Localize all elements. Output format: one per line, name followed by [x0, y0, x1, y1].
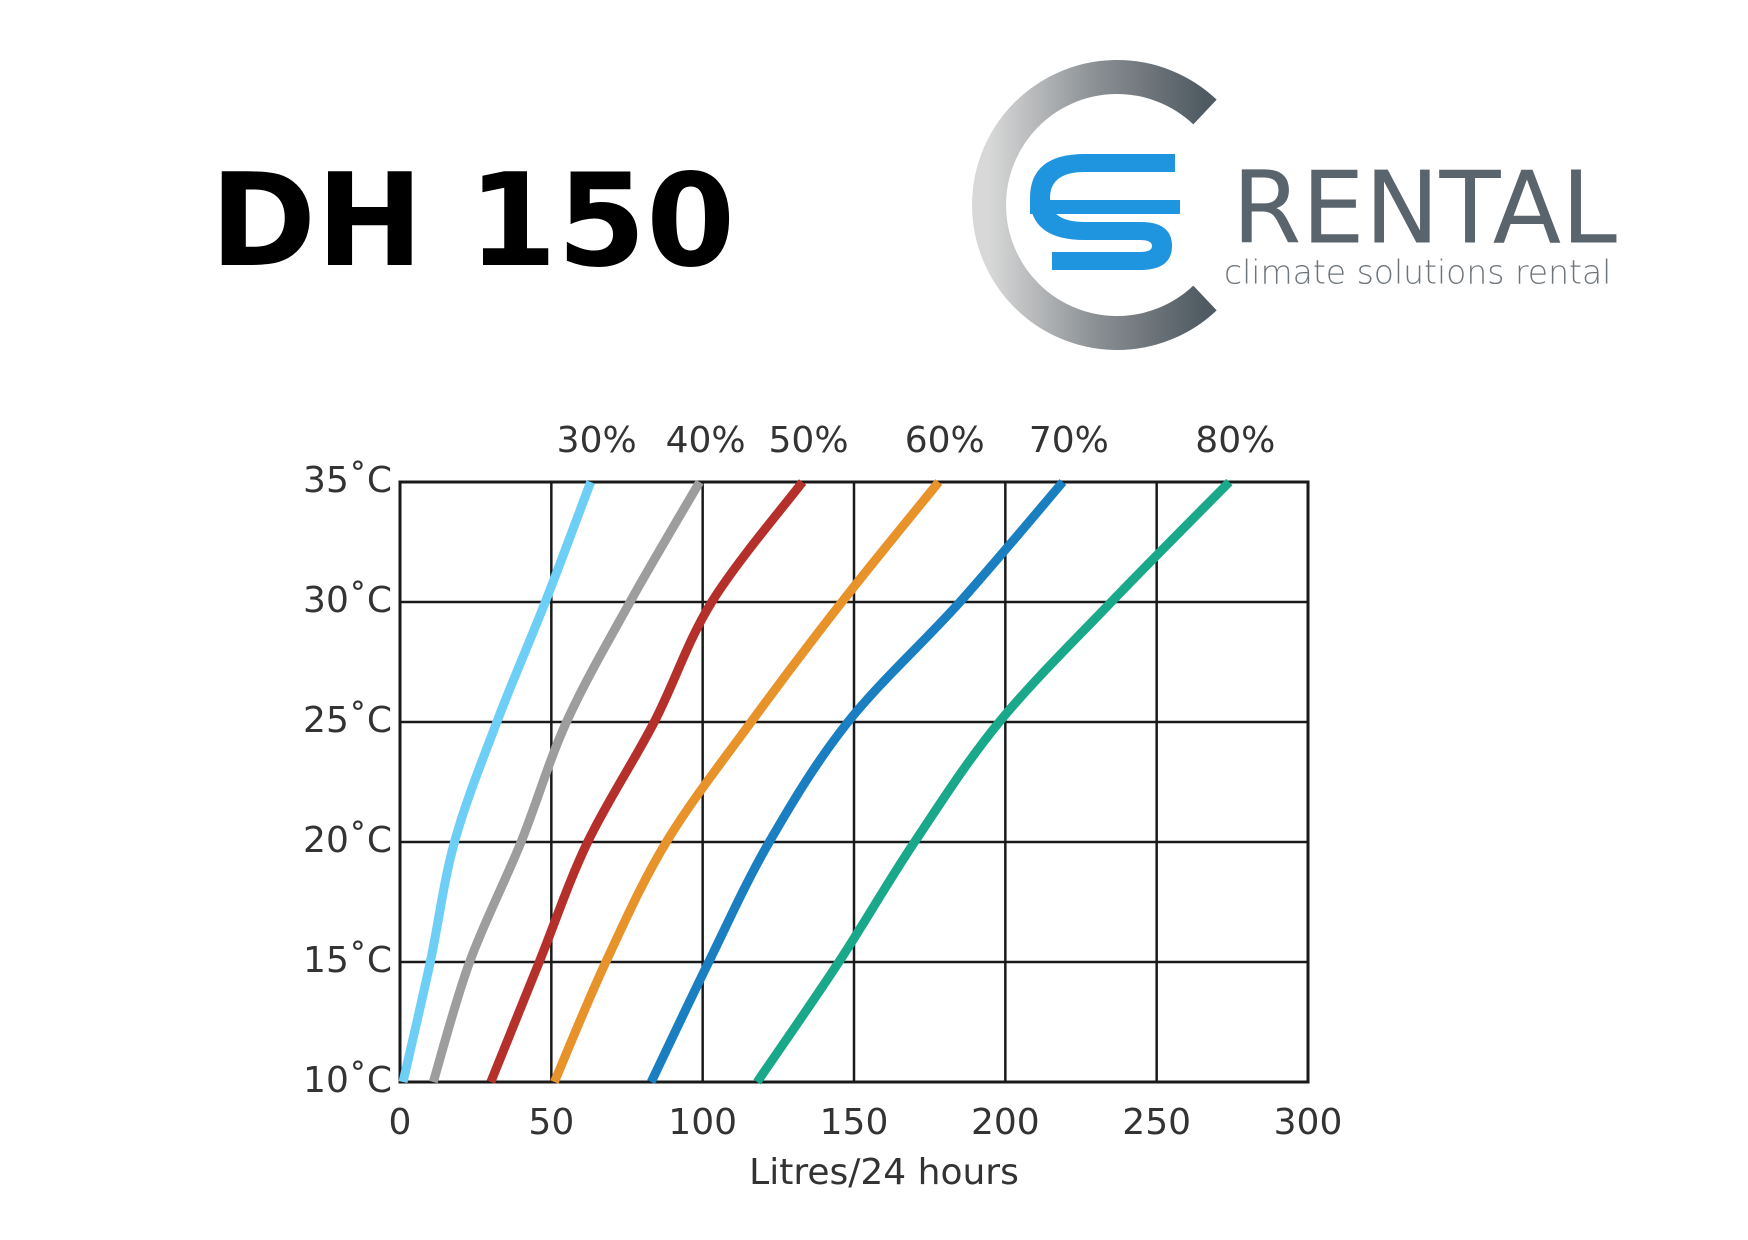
legend-label: 80%: [1195, 420, 1275, 461]
legend-label: 60%: [905, 420, 985, 461]
series-line: [398, 480, 595, 1083]
x-tick-label: 0: [389, 1102, 412, 1143]
x-tick-label: 150: [820, 1102, 889, 1143]
plot-frame: [398, 480, 1310, 1084]
y-tick-label: 15˚C: [303, 940, 392, 981]
x-tick-label: 200: [971, 1102, 1040, 1143]
logo-bar: [1030, 200, 1180, 214]
series-line: [753, 478, 1233, 1085]
legend-label: 40%: [666, 420, 746, 461]
logo-tagline: climate solutions rental: [1224, 253, 1611, 292]
y-tick-label: 20˚C: [303, 820, 392, 861]
logo: RENTAL climate solutions rental: [972, 60, 1617, 350]
series-line: [647, 479, 1067, 1084]
x-tick-label: 300: [1274, 1102, 1343, 1143]
legend-label: 50%: [769, 420, 849, 461]
y-tick-label: 10˚C: [303, 1060, 392, 1101]
logo-arc: [972, 60, 1217, 350]
logo-name: RENTAL: [1232, 149, 1617, 266]
y-tick-label: 35˚C: [303, 460, 392, 501]
x-axis-title: Litres/24 hours: [749, 1152, 1019, 1193]
legend-label: 30%: [557, 420, 637, 461]
series-line: [486, 479, 807, 1084]
series-line: [550, 479, 943, 1084]
y-tick-label: 25˚C: [303, 700, 392, 741]
page-title: DH 150: [210, 147, 735, 296]
chart: 0 50 100 150 200 250 300 10˚C 15˚C 20˚C 25˚C 30˚C 35…: [303, 420, 1342, 1193]
x-tick-label: 100: [668, 1102, 737, 1143]
y-tick-label: 30˚C: [303, 580, 392, 621]
legend-label: 70%: [1029, 420, 1109, 461]
series-line: [428, 479, 704, 1084]
x-tick-label: 50: [528, 1102, 574, 1143]
x-tick-label: 250: [1122, 1102, 1191, 1143]
logo-s: [1030, 154, 1175, 270]
